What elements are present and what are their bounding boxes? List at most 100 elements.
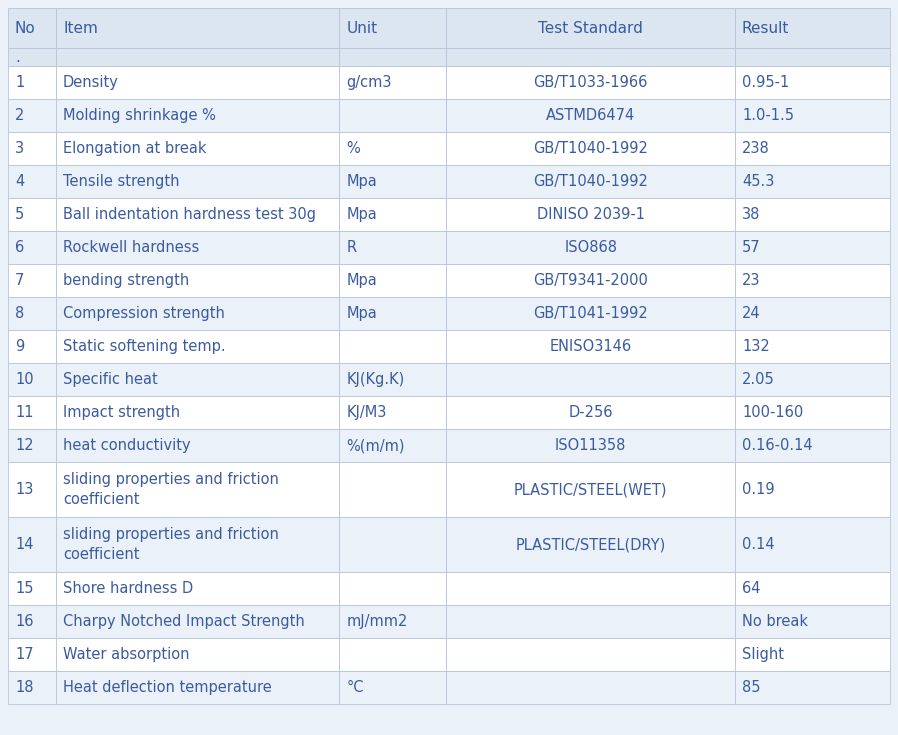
Text: Slight: Slight [742,647,784,662]
Text: 18: 18 [15,680,33,695]
Bar [446,48,735,66]
Bar [339,330,446,363]
Text: Water absorption: Water absorption [63,647,189,662]
Text: 57: 57 [742,240,761,255]
Text: 15: 15 [15,581,33,596]
Bar [339,517,446,572]
Text: ISO868: ISO868 [564,240,617,255]
Text: 7: 7 [15,273,24,288]
Text: 1.0-1.5: 1.0-1.5 [742,108,794,123]
Text: GB/T1040-1992: GB/T1040-1992 [533,174,648,189]
Text: ISO11358: ISO11358 [555,438,626,453]
Bar [56,231,339,264]
Text: 4: 4 [15,174,24,189]
Text: Item: Item [63,21,98,35]
Bar [56,363,339,396]
Text: 45.3: 45.3 [742,174,774,189]
Text: 85: 85 [742,680,761,695]
Text: Mpa: Mpa [347,306,377,321]
Text: 6: 6 [15,240,24,255]
Text: 64: 64 [742,581,761,596]
Bar [446,297,735,330]
Bar [446,264,735,297]
Bar [339,462,446,517]
Text: °C: °C [347,680,364,695]
Bar [339,671,446,704]
Bar [735,572,890,605]
Bar [8,48,56,66]
Bar [56,264,339,297]
Bar [446,132,735,165]
Bar [339,396,446,429]
Bar [56,396,339,429]
Text: Mpa: Mpa [347,174,377,189]
Bar [446,572,735,605]
Text: bending strength: bending strength [63,273,189,288]
Text: g/cm3: g/cm3 [347,75,392,90]
Bar [8,605,56,638]
Text: %: % [347,141,360,156]
Bar [446,462,735,517]
Text: GB/T9341-2000: GB/T9341-2000 [533,273,648,288]
Text: PLASTIC/STEEL(WET): PLASTIC/STEEL(WET) [514,482,667,497]
Bar [339,48,446,66]
Text: No: No [15,21,36,35]
Bar [446,638,735,671]
Bar [735,363,890,396]
Text: 0.19: 0.19 [742,482,775,497]
Text: GB/T1041-1992: GB/T1041-1992 [533,306,648,321]
Bar [8,66,56,99]
Bar [446,429,735,462]
Text: 9: 9 [15,339,24,354]
Text: Compression strength: Compression strength [63,306,225,321]
Bar [735,429,890,462]
Text: Density: Density [63,75,119,90]
Text: Unit: Unit [347,21,377,35]
Bar [339,297,446,330]
Bar [339,66,446,99]
Text: 14: 14 [15,537,33,552]
Text: Molding shrinkage %: Molding shrinkage % [63,108,216,123]
Bar [735,605,890,638]
Bar [56,198,339,231]
Bar [56,429,339,462]
Text: 13: 13 [15,482,33,497]
Text: Static softening temp.: Static softening temp. [63,339,225,354]
Bar [735,99,890,132]
Bar [8,638,56,671]
Text: Test Standard: Test Standard [538,21,643,35]
Bar [446,671,735,704]
Text: KJ(Kg.K): KJ(Kg.K) [347,372,405,387]
Text: 238: 238 [742,141,770,156]
Bar [339,429,446,462]
Bar [735,132,890,165]
Text: 5: 5 [15,207,24,222]
Text: 17: 17 [15,647,33,662]
Bar [735,8,890,48]
Bar [446,198,735,231]
Bar [56,8,339,48]
Bar [56,297,339,330]
Text: 2.05: 2.05 [742,372,775,387]
Bar [56,165,339,198]
Text: sliding properties and friction
coefficient: sliding properties and friction coeffici… [63,472,279,507]
Bar [339,363,446,396]
Text: heat conductivity: heat conductivity [63,438,190,453]
Bar [735,198,890,231]
Bar [8,462,56,517]
Bar [56,99,339,132]
Bar [735,66,890,99]
Bar [339,605,446,638]
Text: PLASTIC/STEEL(DRY): PLASTIC/STEEL(DRY) [515,537,665,552]
Text: mJ/mm2: mJ/mm2 [347,614,408,629]
Bar [735,396,890,429]
Bar [735,264,890,297]
Bar [56,132,339,165]
Text: Shore hardness D: Shore hardness D [63,581,193,596]
Text: GB/T1033-1966: GB/T1033-1966 [533,75,647,90]
Bar [339,264,446,297]
Text: Impact strength: Impact strength [63,405,180,420]
Bar [339,638,446,671]
Bar [56,330,339,363]
Text: 10: 10 [15,372,33,387]
